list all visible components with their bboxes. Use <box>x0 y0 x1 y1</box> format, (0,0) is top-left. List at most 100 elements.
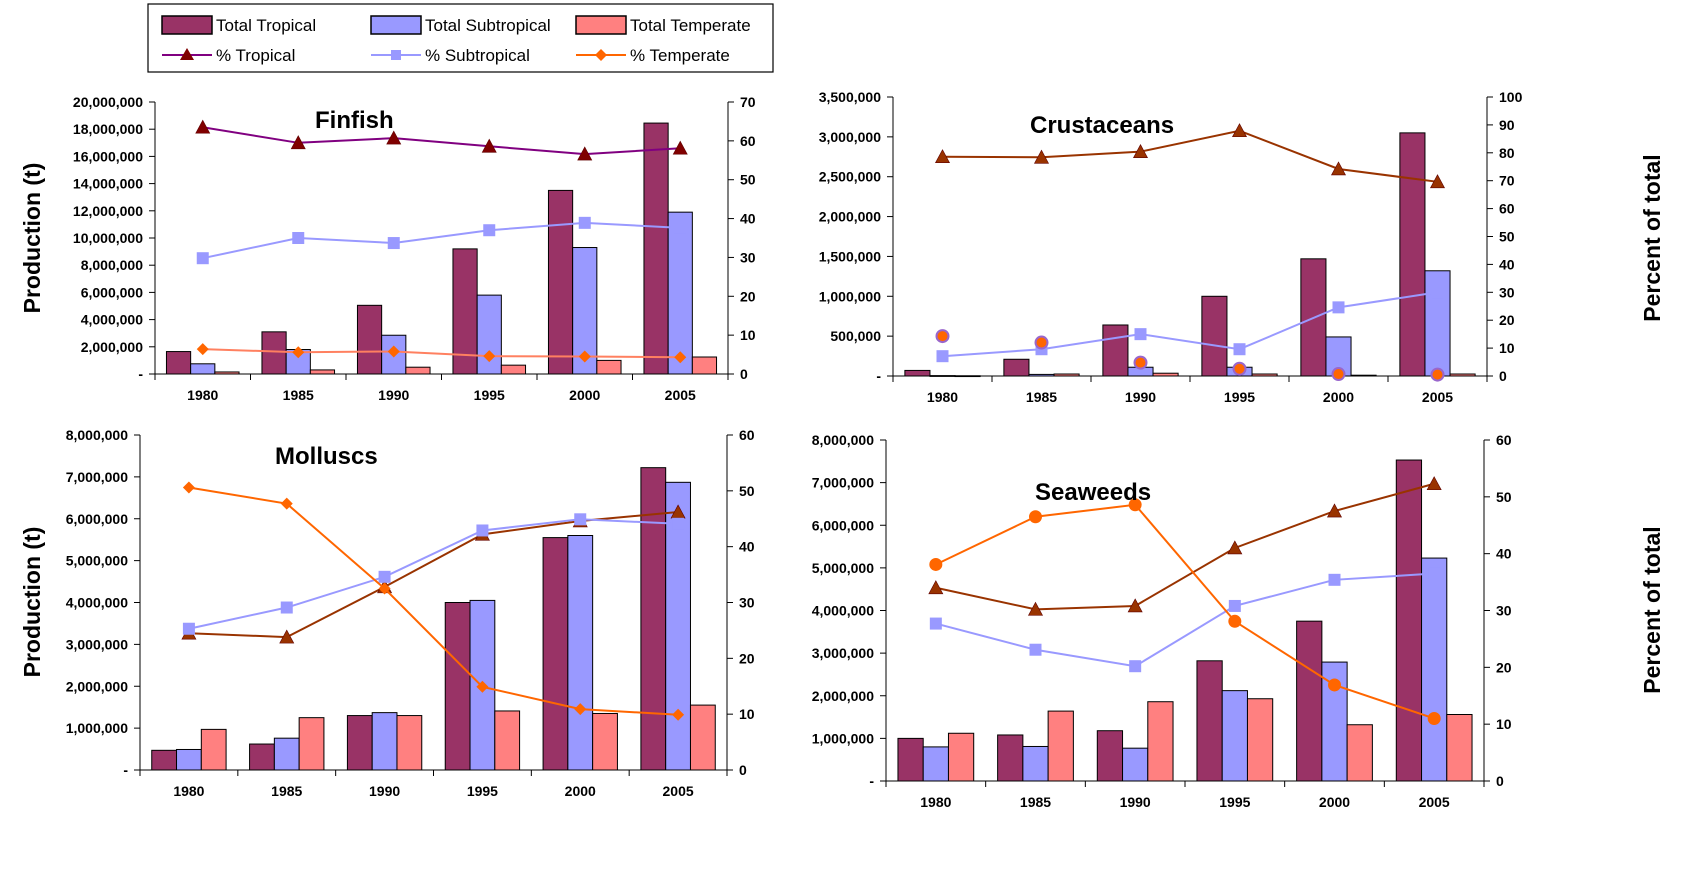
y-tick-label: 4,000,000 <box>81 312 143 328</box>
y-tick-label: 2,000,000 <box>66 678 128 694</box>
bar-temperate <box>1350 374 1377 377</box>
y-tick-label: 8,000,000 <box>812 432 874 448</box>
y-tick-label: 18,000,000 <box>73 121 143 137</box>
point-pct-temperate <box>387 345 400 358</box>
point-pct-temperate <box>1029 510 1042 524</box>
line-pct-tropical <box>188 511 679 639</box>
x-tick-label: 1980 <box>173 783 204 799</box>
bar-tropical <box>542 537 569 771</box>
bar-temperate <box>1246 698 1274 782</box>
point-pct-subtropical <box>476 524 489 537</box>
bar-subtropical <box>1122 747 1149 782</box>
y-tick-label: 4,000,000 <box>812 603 874 619</box>
line-pct-subtropical <box>942 291 1438 358</box>
bar-subtropical <box>476 294 502 375</box>
point-pct-tropical <box>1227 540 1243 555</box>
y-tick-label: 12,000,000 <box>73 203 143 219</box>
bar-tropical <box>997 734 1024 782</box>
bar-subtropical <box>176 748 202 771</box>
point-pct-temperate <box>1034 335 1049 350</box>
point-pct-subtropical <box>574 513 587 526</box>
bar-temperate <box>200 728 227 771</box>
x-tick-label: 1985 <box>283 387 314 403</box>
y-tick-label: 3,000,000 <box>812 645 874 661</box>
bar-tropical <box>452 248 478 375</box>
x-tick-label: 1990 <box>1125 389 1156 405</box>
y2-tick-label: 0 <box>1496 773 1504 789</box>
point-pct-temperate <box>935 329 950 344</box>
bar-tropical <box>643 122 669 375</box>
y-axis-label: Production (t) <box>19 527 45 678</box>
bar-tropical <box>444 602 471 771</box>
legend-label-pct-subtropical: % Subtropical <box>425 46 530 65</box>
point-pct-temperate <box>292 346 305 359</box>
point-pct-tropical <box>1132 144 1149 158</box>
bar-subtropical <box>665 481 691 771</box>
x-tick-label: 1980 <box>920 794 951 810</box>
point-pct-subtropical <box>292 232 305 244</box>
y2-tick-label: 0 <box>1499 368 1507 384</box>
y2-tick-label: 60 <box>739 427 755 443</box>
y2-tick-label: 40 <box>1499 256 1515 272</box>
y2-tick-label: 50 <box>739 483 755 499</box>
bar-temperate <box>1152 372 1179 377</box>
point-pct-temperate <box>1133 355 1148 370</box>
bar-tropical <box>640 467 667 771</box>
bar-temperate <box>596 359 622 375</box>
y2-tick-label: 80 <box>1499 145 1515 161</box>
bar-subtropical <box>1022 745 1049 782</box>
y-tick-label: 6,000,000 <box>812 517 874 533</box>
y-tick-label: 8,000,000 <box>81 257 143 273</box>
bar-subtropical <box>667 211 693 375</box>
line-pct-temperate <box>188 486 679 716</box>
seaweeds-chart: - 1,000,000 2,000,000 3,000,000 4,000,000 5,0… <box>812 432 1665 810</box>
y2-tick-label: 70 <box>740 94 756 110</box>
point-pct-subtropical <box>1134 328 1147 341</box>
point-pct-temperate <box>1427 711 1441 725</box>
point-pct-tropical <box>195 119 211 134</box>
y2-tick-label: 20 <box>740 288 756 304</box>
x-tick-label: 2000 <box>1323 389 1354 405</box>
x-tick-label: 1985 <box>271 783 302 799</box>
y2-tick-label: 100 <box>1499 89 1523 105</box>
point-pct-subtropical <box>1332 301 1345 314</box>
legend-marker-triangle-icon <box>180 48 194 60</box>
y-tick-label: 2,000,000 <box>819 209 881 225</box>
bar-subtropical <box>1221 690 1248 782</box>
molluscs-chart: - 1,000,000 2,000,000 3,000,000 4,000,000 5,0… <box>19 427 755 799</box>
x-tick-label: 1990 <box>378 387 409 403</box>
bar-subtropical <box>371 712 398 771</box>
bar-temperate <box>500 364 527 375</box>
y2-tick-label: 20 <box>1496 659 1512 675</box>
point-pct-tropical <box>386 130 402 145</box>
bar-tropical <box>261 331 287 375</box>
y-tick-label: 3,000,000 <box>66 636 128 652</box>
y2-tick-label: 50 <box>1499 229 1515 245</box>
bar-temperate <box>1251 373 1278 377</box>
x-tick-label: 1995 <box>474 387 505 403</box>
point-pct-subtropical <box>280 601 293 614</box>
bar-subtropical <box>1325 336 1352 377</box>
point-pct-tropical <box>1426 476 1442 491</box>
bar-temperate <box>1147 701 1174 782</box>
line-pct-tropical <box>202 126 681 156</box>
point-pct-tropical <box>1027 601 1044 616</box>
y-tick-label: 1,000,000 <box>66 720 128 736</box>
x-tick-label: 2005 <box>663 783 694 799</box>
y2-tick-label: 10 <box>740 327 756 343</box>
point-pct-tropical <box>1326 503 1343 518</box>
y2-tick-label: 30 <box>739 595 755 611</box>
crustaceans-chart: - 500,000 1,000,000 1,500,000 2,000,000 2,500… <box>819 89 1665 405</box>
y-tick-label: 2,000,000 <box>81 339 143 355</box>
point-pct-temperate <box>1228 614 1242 628</box>
point-pct-subtropical <box>1328 573 1341 586</box>
point-pct-subtropical <box>196 252 209 265</box>
bar-tropical <box>1201 295 1228 377</box>
y-tick-label: 14,000,000 <box>73 176 143 192</box>
bar-temperate <box>1446 714 1473 782</box>
y2-tick-label: 40 <box>739 539 755 555</box>
line-pct-subtropical <box>935 572 1435 668</box>
x-tick-label: 1980 <box>187 387 218 403</box>
bar-subtropical <box>567 535 594 771</box>
point-pct-tropical <box>934 149 951 164</box>
